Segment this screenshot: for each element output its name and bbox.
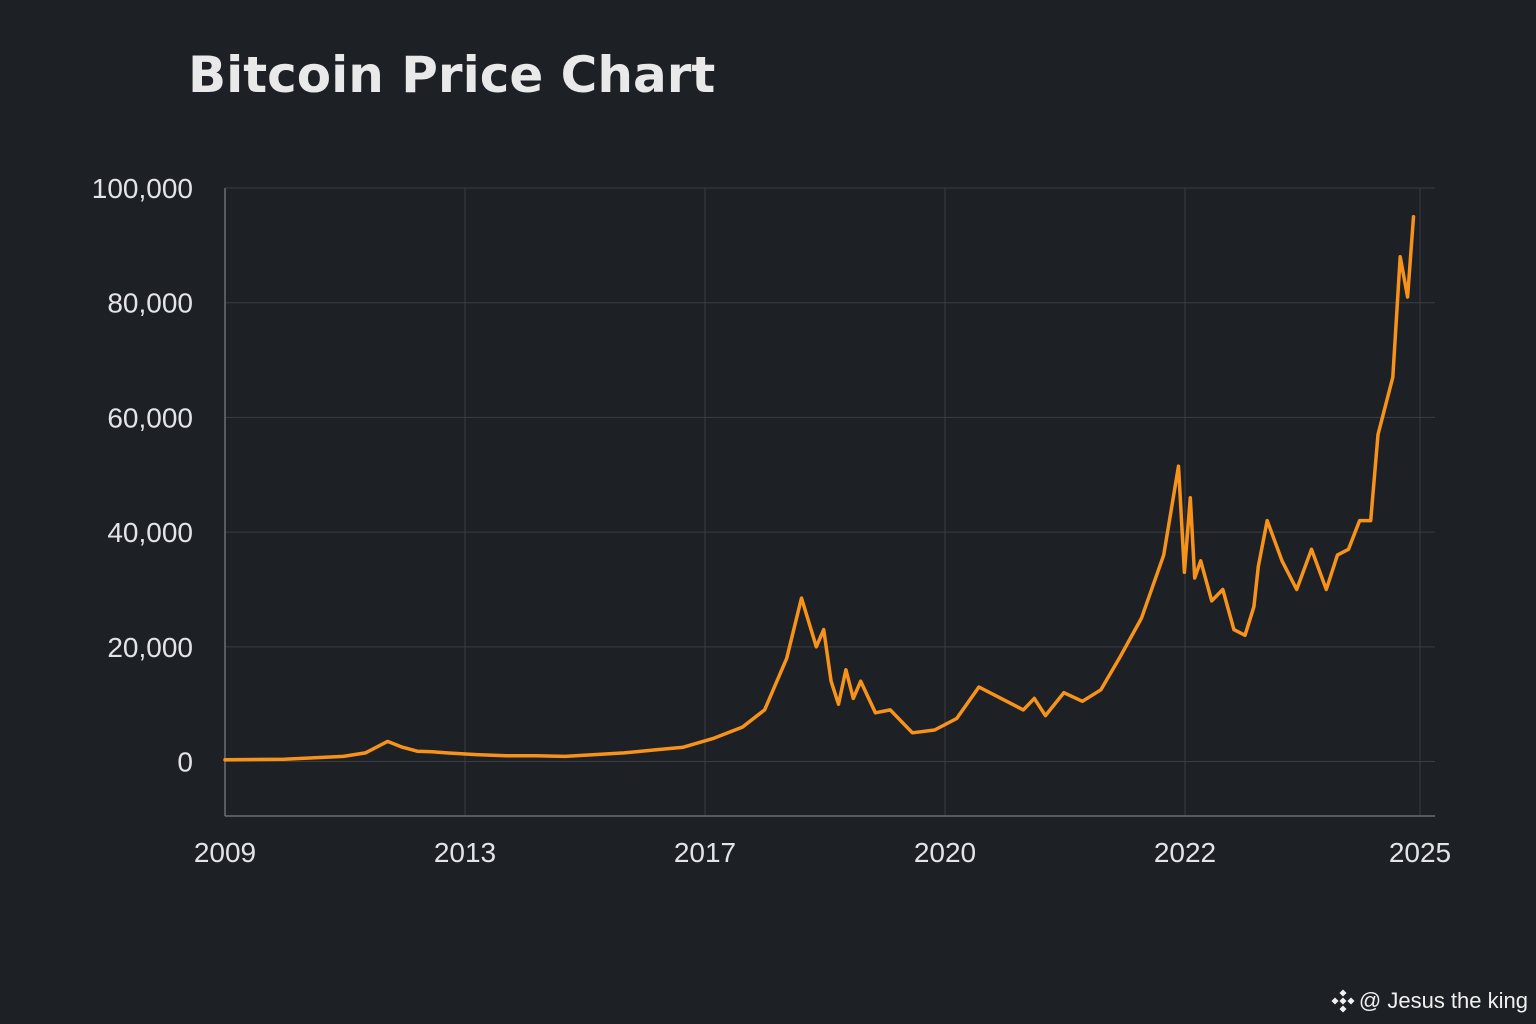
x-tick-label: 2022 — [1154, 837, 1216, 868]
chart-title: Bitcoin Price Chart — [188, 46, 716, 104]
y-tick-label: 80,000 — [107, 288, 193, 319]
x-tick-label: 2013 — [434, 837, 496, 868]
horizontal-gridlines — [225, 187, 1435, 763]
x-tick-label: 2009 — [194, 837, 256, 868]
y-tick-label: 100,000 — [92, 173, 193, 204]
y-tick-labels: 100,000 80,000 60,000 40,000 20,000 0 — [92, 173, 193, 778]
x-tick-label: 2025 — [1389, 837, 1451, 868]
chart-axes — [224, 188, 1435, 817]
y-tick-label: 60,000 — [107, 402, 193, 433]
y-tick-label: 0 — [177, 747, 193, 778]
x-tick-label: 2020 — [914, 837, 976, 868]
x-tick-label: 2017 — [674, 837, 736, 868]
watermark: @ Jesus the king — [1331, 988, 1528, 1014]
y-tick-label: 40,000 — [107, 517, 193, 548]
watermark-text: @ Jesus the king — [1358, 988, 1528, 1013]
binance-logo-icon — [1331, 989, 1355, 1013]
vertical-gridlines — [224, 188, 1421, 816]
y-tick-label: 20,000 — [107, 632, 193, 663]
price-series-line — [223, 214, 1416, 762]
x-tick-labels: 2009 2013 2017 2020 2022 2025 — [194, 837, 1451, 868]
